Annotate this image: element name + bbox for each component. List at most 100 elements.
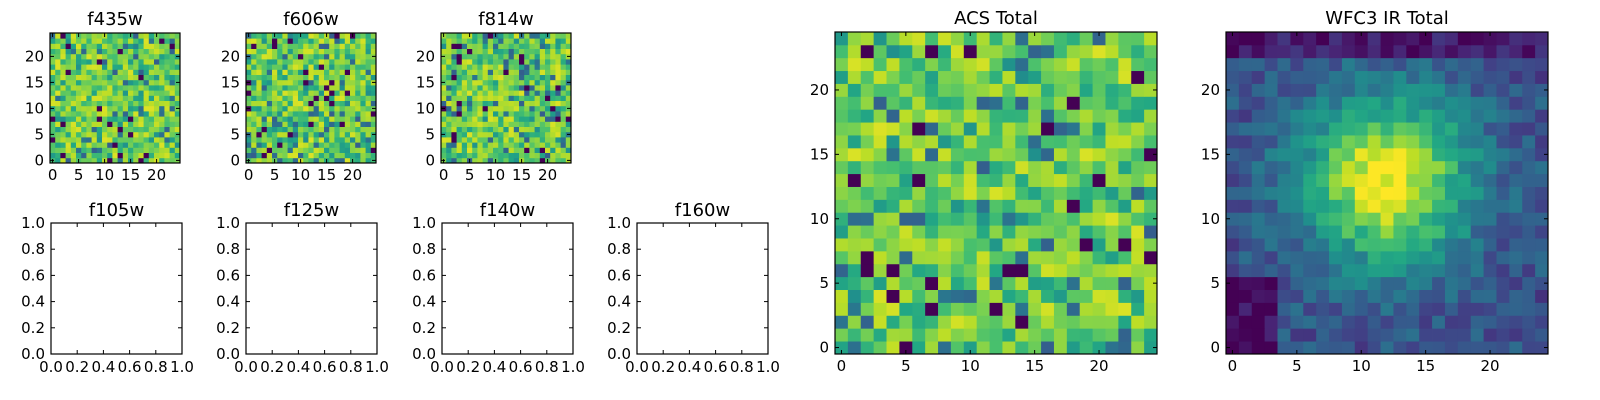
heatmap-cell	[282, 131, 288, 138]
heatmap-cell	[1144, 238, 1158, 252]
heatmap-cell	[143, 69, 150, 75]
heatmap-cell	[472, 111, 478, 117]
heatmap-cell	[112, 90, 118, 96]
heatmap-cell	[86, 105, 92, 112]
heatmap-cell	[1131, 250, 1145, 265]
heatmap-cell	[117, 126, 124, 133]
heatmap-cell	[350, 111, 356, 117]
heatmap-cell	[138, 126, 144, 133]
heatmap-cell	[1028, 263, 1042, 278]
heatmap-cell	[148, 59, 155, 65]
heatmap-cell	[55, 157, 61, 164]
heatmap-cell	[467, 74, 473, 81]
heatmap-cell	[550, 157, 556, 164]
heatmap-cell	[96, 90, 103, 96]
heatmap-cell	[1535, 302, 1549, 316]
heatmap-cell	[477, 69, 483, 75]
heatmap-cell	[1144, 173, 1158, 187]
heatmap-cell	[55, 95, 61, 101]
heatmap-cell	[1131, 70, 1145, 84]
heatmap-cell	[498, 116, 504, 122]
heatmap-cell	[1251, 44, 1266, 59]
heatmap-cell	[324, 79, 330, 86]
heatmap-cell	[112, 131, 118, 138]
heatmap-cell	[65, 43, 72, 49]
heatmap-cell	[1118, 57, 1132, 72]
heatmap-cell	[1105, 83, 1119, 97]
heatmap-cell	[334, 64, 340, 70]
heatmap-cell	[329, 157, 335, 164]
heatmap-cell	[70, 48, 77, 55]
heatmap-cell	[456, 59, 463, 65]
heatmap-cell	[1483, 135, 1497, 149]
heatmap-cell	[1144, 186, 1158, 200]
heatmap-cell	[1367, 160, 1381, 175]
heatmap-cell	[355, 152, 361, 159]
heatmap-cell	[1457, 147, 1472, 162]
heatmap-cell	[1066, 225, 1081, 239]
heatmap-cell	[256, 126, 262, 133]
heatmap-cell	[498, 38, 504, 44]
heatmap-cell	[482, 95, 489, 101]
y-tick-label: 0.4	[412, 293, 436, 311]
heatmap-cell	[122, 157, 129, 164]
heatmap-cell	[308, 131, 314, 138]
heatmap-cell	[365, 105, 372, 112]
heatmap-cell	[334, 85, 340, 91]
heatmap-cell	[835, 328, 849, 342]
heatmap-cell	[138, 157, 144, 164]
f160w-panel: 0.0 0.2 0.4 0.6 0.8 1.00.00.20.40.60.81.0f160…	[607, 200, 780, 376]
heatmap-cell	[498, 64, 504, 70]
heatmap-cell	[1251, 160, 1266, 175]
heatmap-cell	[1066, 109, 1081, 123]
heatmap-cell	[1354, 160, 1369, 175]
heatmap-cell	[1066, 160, 1081, 175]
heatmap-cell	[350, 116, 356, 122]
heatmap-cell	[251, 142, 257, 148]
heatmap-cell	[1144, 70, 1158, 84]
heatmap-cell	[555, 59, 561, 65]
x-tick-label: 15	[512, 166, 531, 184]
heatmap-cell	[451, 152, 457, 159]
heatmap-cell	[107, 142, 113, 148]
heatmap-cell	[461, 33, 468, 39]
heatmap-cell	[1066, 173, 1081, 187]
heatmap-cell	[65, 100, 72, 107]
heatmap-cell	[164, 152, 170, 159]
heatmap-cell	[1079, 32, 1093, 46]
heatmap-cell	[451, 90, 457, 96]
heatmap-cell	[1367, 250, 1381, 265]
heatmap-cell	[1535, 250, 1549, 265]
heatmap-cell	[950, 57, 965, 72]
heatmap-cell	[1226, 199, 1240, 213]
heatmap-cell	[277, 111, 283, 117]
heatmap-cell	[456, 157, 463, 164]
heatmap-cell	[76, 137, 82, 143]
heatmap-cell	[508, 48, 515, 55]
heatmap-cell	[446, 95, 452, 101]
heatmap-cell	[266, 85, 273, 91]
heatmap-cell	[912, 250, 926, 265]
heatmap-cell	[446, 90, 452, 96]
heatmap-cell	[498, 105, 504, 112]
heatmap-cell	[112, 53, 118, 60]
heatmap-cell	[555, 74, 561, 81]
heatmap-cell	[1079, 212, 1093, 226]
heatmap-cell	[282, 152, 288, 159]
heatmap-cell	[912, 225, 926, 239]
heatmap-cell	[1393, 263, 1407, 278]
heatmap-cell	[174, 74, 181, 81]
heatmap-cell	[1419, 238, 1433, 252]
heatmap-cell	[313, 48, 320, 55]
heatmap-cell	[912, 44, 926, 59]
heatmap-cell	[339, 74, 346, 81]
heatmap-cell	[148, 48, 155, 55]
heatmap-cell	[60, 152, 66, 159]
heatmap-cell	[456, 105, 463, 112]
heatmap-cell	[313, 116, 320, 122]
heatmap-cell	[329, 53, 335, 60]
heatmap-cell	[298, 142, 304, 148]
heatmap-cell	[282, 147, 288, 153]
heatmap-cell	[1131, 122, 1145, 136]
heatmap-cell	[81, 38, 87, 44]
